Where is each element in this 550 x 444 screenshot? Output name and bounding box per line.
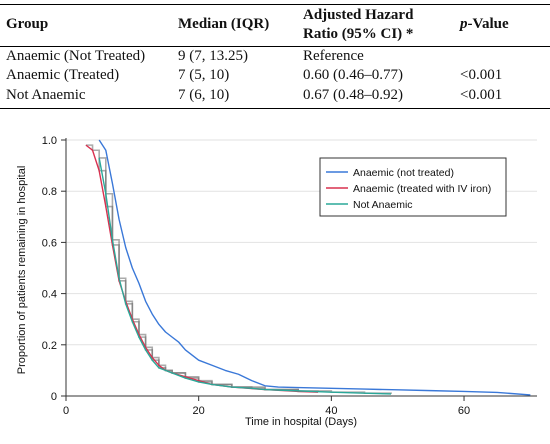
- series-line-anaemic-treated-with-iv-iron-: [85, 144, 319, 393]
- header-hr-line1: Adjusted Hazard: [303, 7, 414, 23]
- row-median: 9 (7, 13.25): [178, 48, 248, 64]
- x-tick-label: 0: [63, 405, 69, 417]
- row-group: Anaemic (Treated): [6, 67, 120, 83]
- row-group: Not Anaemic: [6, 87, 86, 103]
- row-group: Anaemic (Not Treated): [6, 48, 146, 64]
- legend: Anaemic (not treated) Anaemic (treated wi…: [319, 157, 507, 217]
- row-hr: 0.67 (0.48–0.92): [303, 87, 403, 103]
- header-pvalue: p-Value: [460, 16, 509, 33]
- y-tick-label: 0.4: [42, 289, 57, 301]
- row-median: 7 (5, 10): [178, 67, 230, 83]
- legend-label: Anaemic (not treated): [353, 167, 454, 179]
- x-axis-label: Time in hospital (Days): [245, 416, 357, 428]
- header-median: Median (IQR): [178, 16, 270, 32]
- header-hr-line2: Ratio (95% CI) *: [303, 26, 414, 42]
- row-median: 7 (6, 10): [178, 87, 230, 103]
- series-step-shadow: [85, 144, 319, 393]
- row-p: <0.001: [460, 87, 503, 103]
- y-axis-label: Proportion of patients remaining in hosp…: [16, 166, 28, 375]
- header-p-rest: -Value: [467, 16, 509, 32]
- x-tick-label: 20: [193, 405, 205, 417]
- x-tick-label: 40: [325, 405, 337, 417]
- series-line-not-anaemic: [98, 157, 392, 395]
- row-hr: 0.60 (0.46–0.77): [303, 67, 403, 83]
- y-tick-label: 0.8: [42, 186, 57, 198]
- series-layer: [85, 139, 531, 396]
- y-tick-label: 0: [51, 391, 57, 403]
- table-bottom-rule: [0, 108, 550, 109]
- row-p: <0.001: [460, 67, 503, 83]
- y-tick-label: 1.0: [42, 135, 57, 147]
- legend-label: Anaemic (treated with IV iron): [353, 183, 491, 195]
- km-chart: 0 0.2 0.4 0.6 0.8 1.0 0 20 40 60 Anaemic (not tre…: [16, 135, 537, 428]
- y-tick-label: 0.6: [42, 237, 57, 249]
- header-p-italic: p: [460, 16, 468, 32]
- legend-label: Not Anaemic: [353, 199, 413, 211]
- y-tick-label: 0.2: [42, 340, 57, 352]
- x-tick-label: 60: [458, 405, 470, 417]
- legend-box: [319, 157, 507, 217]
- table-top-rule: [0, 4, 550, 5]
- table-header-rule: [0, 46, 550, 47]
- row-hr: Reference: [303, 48, 364, 64]
- results-table: Group Median (IQR) Adjusted Hazard Ratio…: [0, 0, 550, 112]
- series-line-anaemic-not-treated-: [98, 139, 531, 396]
- header-group: Group: [6, 16, 49, 32]
- series-step-shadow: [99, 157, 392, 394]
- axis-layer: 0 0.2 0.4 0.6 0.8 1.0 0 20 40 60: [42, 135, 537, 417]
